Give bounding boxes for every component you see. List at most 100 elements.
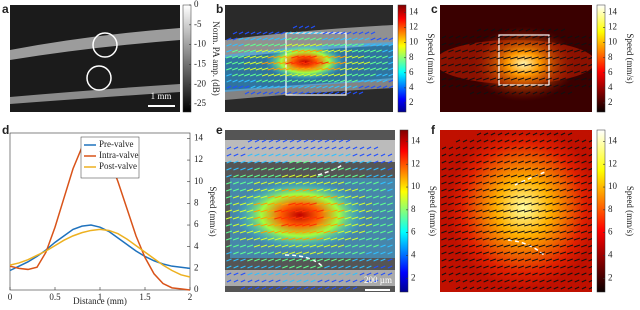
flow-arrow	[496, 237, 504, 241]
flow-arrow	[365, 216, 373, 220]
panel-letter: b	[216, 2, 223, 16]
flow-arrow	[475, 237, 483, 241]
flow-arrow	[324, 139, 330, 143]
flow-arrow	[225, 202, 233, 206]
flow-arrow	[482, 181, 490, 185]
flow-arrow	[468, 223, 476, 227]
flow-arrow	[545, 258, 553, 262]
flow-arrow	[359, 265, 365, 269]
flow-arrow	[239, 216, 247, 220]
flow-arrow	[268, 160, 274, 164]
panel-letter: f	[431, 123, 436, 137]
flow-arrow	[254, 146, 260, 150]
flow-arrow	[309, 195, 317, 199]
flow-arrow	[262, 31, 268, 35]
flow-arrow	[510, 56, 518, 60]
flow-arrow	[566, 70, 574, 74]
flow-arrow	[327, 79, 335, 83]
flow-arrow	[351, 181, 359, 185]
flow-arrow	[246, 209, 254, 213]
flow-arrow	[454, 237, 462, 241]
flow-arrow	[323, 230, 331, 234]
flow-arrow	[441, 244, 447, 248]
flow-arrow	[351, 73, 359, 77]
flow-arrow	[231, 67, 239, 71]
panel-letter: a	[2, 2, 9, 16]
flow-arrow	[538, 209, 546, 213]
flow-arrow	[247, 286, 253, 290]
flow-arrow	[482, 244, 490, 248]
flow-arrow	[302, 188, 310, 192]
flow-arrow	[338, 279, 344, 283]
flow-arrow	[302, 61, 312, 65]
flow-arrow	[497, 146, 503, 150]
flow-arrow	[334, 79, 340, 83]
flow-arrow	[302, 230, 310, 234]
flow-arrow	[588, 182, 592, 185]
flow-arrow	[553, 42, 559, 46]
flow-arrow	[366, 146, 372, 150]
flow-arrow	[285, 55, 293, 59]
flow-arrow	[490, 35, 496, 39]
flow-arrow	[366, 160, 372, 164]
flow-arrow	[225, 237, 233, 241]
flow-arrow	[255, 55, 263, 59]
flow-arrow	[503, 237, 511, 241]
flow-arrow	[468, 209, 476, 213]
flow-arrow	[524, 265, 532, 269]
flow-arrow	[345, 286, 351, 290]
flow-arrow	[321, 73, 329, 77]
flow-arrow	[331, 272, 337, 276]
flow-arrow	[365, 237, 373, 241]
flow-arrow	[476, 272, 482, 276]
flow-arrow	[370, 49, 376, 53]
flow-arrow	[573, 202, 581, 206]
flow-arrow	[531, 230, 539, 234]
flow-arrow	[560, 153, 566, 157]
flow-arrow	[358, 37, 364, 41]
colorbar-tick-label: 4	[608, 250, 613, 260]
flow-arrow	[268, 37, 274, 41]
flow-arrow	[345, 153, 351, 157]
flow-arrow	[357, 61, 365, 65]
flow-arrow	[328, 31, 334, 35]
flow-arrow	[249, 61, 257, 65]
flow-arrow	[518, 286, 524, 290]
flow-arrow	[461, 230, 469, 234]
flow-arrow	[532, 35, 538, 39]
flow-arrow	[289, 286, 295, 290]
flow-arrow	[289, 160, 295, 164]
flow-arrow	[588, 168, 592, 171]
flow-arrow	[476, 91, 482, 95]
flow-arrow	[573, 209, 581, 213]
flow-arrow	[567, 279, 573, 283]
flow-arrow	[503, 188, 511, 192]
flow-arrow	[448, 56, 454, 60]
flow-arrow	[454, 223, 462, 227]
flow-arrow	[334, 91, 340, 95]
flow-arrow	[288, 181, 296, 185]
flow-arrow	[315, 73, 323, 77]
flow-arrow	[331, 160, 337, 164]
flow-arrow	[274, 31, 280, 35]
flow-arrow	[260, 216, 268, 220]
flow-arrow	[455, 146, 461, 150]
flow-arrow	[281, 258, 289, 262]
colorbar-tick-label: 12	[608, 158, 617, 168]
flow-arrow	[567, 139, 573, 143]
flow-arrow	[346, 91, 352, 95]
flow-arrow	[261, 139, 267, 143]
flow-arrow	[268, 153, 274, 157]
flow-arrow	[387, 167, 393, 171]
flow-arrow	[468, 56, 476, 60]
flow-arrow	[545, 230, 553, 234]
flow-arrow	[352, 174, 358, 178]
flow-arrow	[240, 160, 246, 164]
colorbar-tick-label: 12	[411, 158, 420, 168]
legend-label: Pre-valve	[99, 139, 133, 149]
flow-arrow	[482, 202, 490, 206]
flow-arrow	[532, 132, 538, 136]
flow-arrow	[462, 286, 468, 290]
flow-arrow	[331, 153, 337, 157]
flow-arrow	[310, 279, 316, 283]
